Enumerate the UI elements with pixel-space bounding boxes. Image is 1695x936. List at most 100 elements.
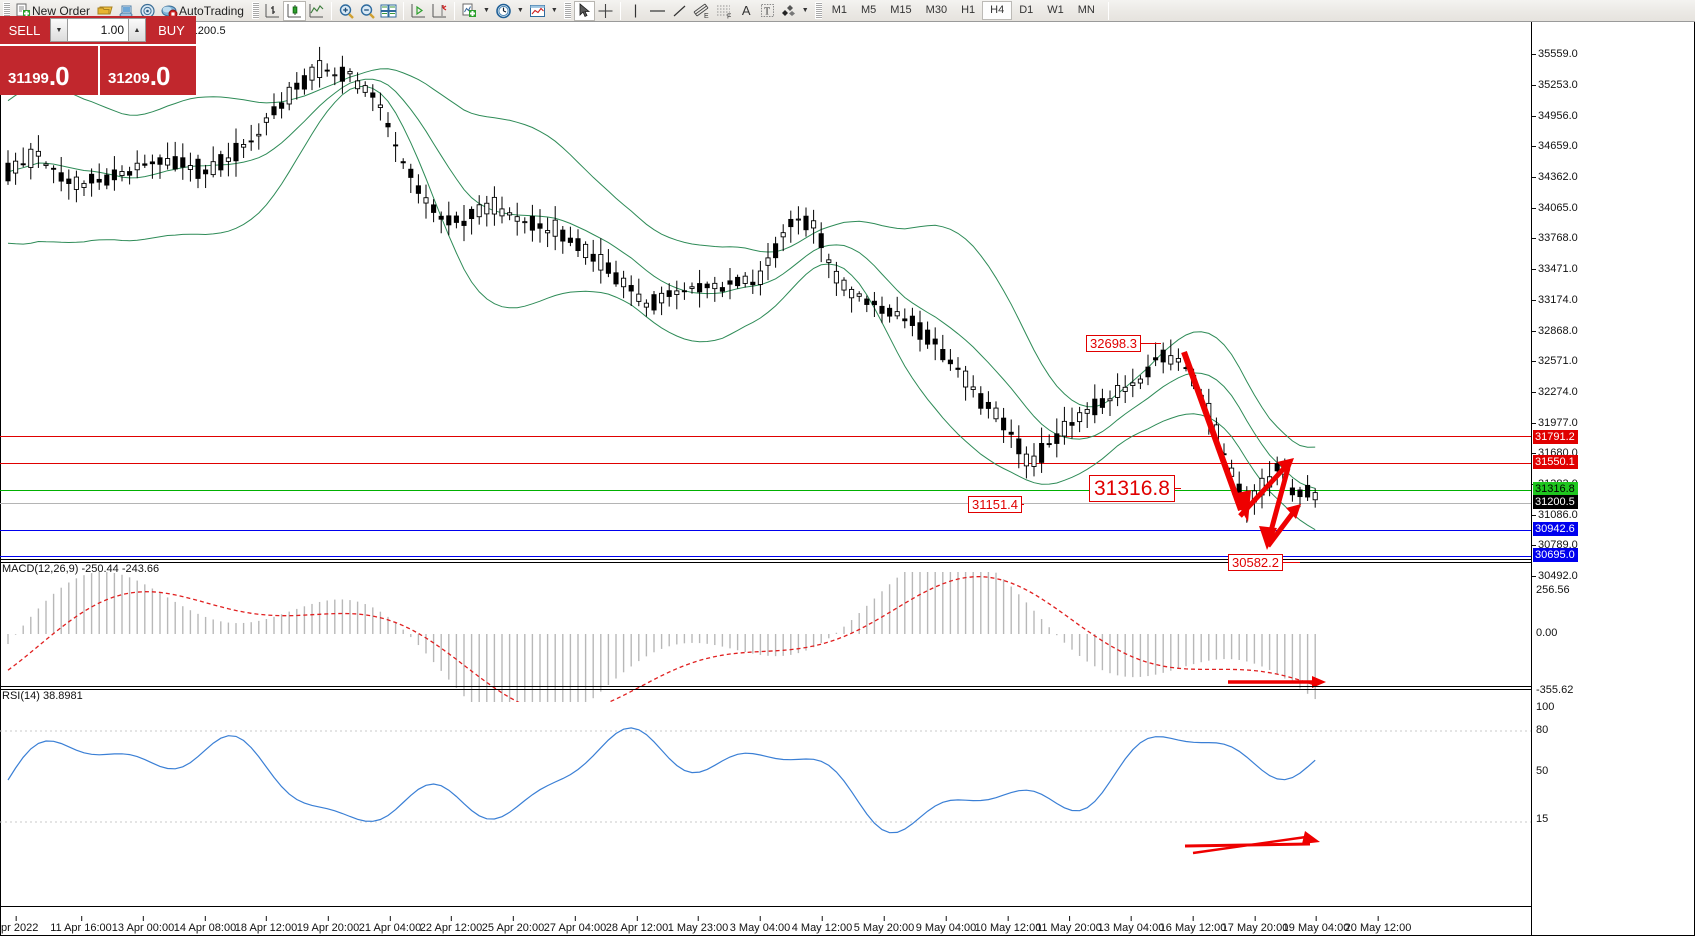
- time-tick: Apr 2022: [0, 916, 38, 934]
- pane-separator-rsi: [0, 686, 1531, 687]
- price-tick: 35253.0: [1532, 79, 1578, 91]
- new-order-button[interactable]: New Order: [13, 1, 95, 21]
- zoom-out-button[interactable]: [357, 1, 378, 21]
- templates-button[interactable]: [527, 1, 548, 21]
- one-click-trading-panel[interactable]: SELL ▼ 1.00 ▲ BUY 31199 .0 31209 .0: [0, 16, 196, 95]
- time-tick: 14 Apr 08:00: [173, 916, 237, 934]
- toolbar-grip[interactable]: [3, 2, 10, 19]
- zoom-out-icon: [360, 3, 375, 19]
- text-label-tool-button[interactable]: T: [757, 1, 778, 21]
- vertical-line-tool-button[interactable]: [625, 1, 646, 21]
- svg-text:F: F: [727, 13, 731, 19]
- trendline-tool-button[interactable]: [669, 1, 690, 21]
- toolbar-grip-3[interactable]: [563, 2, 571, 19]
- annotation-bottom-leader: [1283, 562, 1300, 563]
- price-scale[interactable]: 35559.0 35253.0 34956.0 34659.0 34362.0 34065…: [1531, 22, 1695, 936]
- annotation-high-leader: [1141, 343, 1161, 344]
- toolbar-grip-2[interactable]: [251, 2, 259, 19]
- data-window-button[interactable]: [95, 1, 116, 21]
- period-dropdown-caret[interactable]: ▼: [516, 7, 524, 14]
- timeframe-d1-button[interactable]: D1: [1019, 4, 1034, 16]
- time-tick: 13 Apr 00:00: [111, 916, 175, 934]
- equidistant-channel-tool-button[interactable]: E: [690, 1, 713, 21]
- candlestick-chart-button[interactable]: [282, 0, 306, 21]
- time-tick: 13 May 04:00: [1097, 916, 1165, 934]
- chart-shift-icon: [411, 3, 425, 17]
- buy-divider: [100, 44, 196, 46]
- toolbar-grip-4[interactable]: [814, 2, 822, 19]
- timeframe-m1-button[interactable]: M1: [831, 4, 847, 16]
- price-tick: 30492.0: [1532, 570, 1578, 582]
- horizontal-line-icon: [649, 9, 665, 12]
- time-tick: 25 Apr 20:00: [481, 916, 545, 934]
- fibonacci-tool-button[interactable]: F: [713, 1, 736, 21]
- time-tick: 1 May 23:00: [667, 916, 729, 934]
- timeframe-m5-button[interactable]: M5: [860, 4, 877, 16]
- crosshair-tool-button[interactable]: [595, 1, 616, 21]
- resistance-line-1[interactable]: [0, 436, 1531, 437]
- zoom-in-button[interactable]: [336, 1, 357, 21]
- price-tick: 33471.0: [1532, 263, 1578, 275]
- volume-input[interactable]: 1.00: [68, 18, 128, 42]
- annotation-low[interactable]: 31151.4: [968, 496, 1023, 513]
- cursor-tool-button[interactable]: [573, 0, 595, 21]
- auto-scroll-icon: [432, 3, 447, 17]
- shapes-icon: [781, 4, 795, 16]
- time-tick: 27 Apr 04:00: [543, 916, 607, 934]
- shapes-dropdown-caret[interactable]: ▼: [801, 7, 809, 14]
- support-line-green[interactable]: [0, 490, 1531, 491]
- support-line-blue-1[interactable]: [0, 530, 1531, 531]
- rsi-pane-title: RSI(14) 38.8981: [2, 690, 83, 702]
- autotrading-button[interactable]: AutoTrading: [158, 1, 249, 21]
- buy-button[interactable]: 31209 .0: [98, 44, 196, 95]
- indicator-dropdown-caret[interactable]: ▼: [482, 7, 490, 14]
- annotation-high[interactable]: 32698.3: [1086, 335, 1141, 352]
- horizontal-line-tool-button[interactable]: [646, 1, 669, 21]
- sell-divider: [0, 44, 98, 46]
- annotation-bottom[interactable]: 30582.2: [1228, 554, 1283, 571]
- resistance-line-2[interactable]: [0, 463, 1531, 464]
- time-tick: 4 May 12:00: [791, 916, 853, 934]
- macd-scale-label: 0.00: [1536, 627, 1558, 639]
- time-tick: 21 Apr 04:00: [358, 916, 422, 934]
- bar-chart-button[interactable]: [262, 1, 283, 21]
- time-tick: 19 May 04:00: [1282, 916, 1350, 934]
- templates-dropdown-caret[interactable]: ▼: [550, 7, 558, 14]
- timeframe-mn-button[interactable]: MN: [1077, 4, 1095, 16]
- grid-windows-icon: [380, 4, 397, 17]
- sell-price-main: 31199: [8, 70, 49, 87]
- shapes-tool-button[interactable]: [778, 1, 799, 21]
- price-tick: 34659.0: [1532, 140, 1578, 152]
- chart-area[interactable]: DJ30-,H4 30976.5 31225.5 30586.5 31200.5…: [0, 22, 1695, 936]
- price-tick: 34065.0: [1532, 202, 1578, 214]
- autotrading-icon: [161, 5, 178, 18]
- annotation-target[interactable]: 31316.8: [1089, 475, 1175, 502]
- text-tool-button[interactable]: A: [736, 1, 757, 21]
- sell-button[interactable]: 31199 .0: [0, 44, 98, 95]
- timeframe-w1-button[interactable]: W1: [1047, 4, 1064, 16]
- support-line-blue-2[interactable]: [0, 556, 1531, 557]
- tile-windows-button[interactable]: [378, 1, 399, 21]
- timeframe-h4-button[interactable]: H4: [982, 1, 1013, 20]
- price-tick: 34956.0: [1532, 110, 1578, 122]
- svg-text:T: T: [764, 7, 770, 18]
- volume-increase-button[interactable]: ▲: [128, 18, 146, 42]
- time-tick: 11 May 20:00: [1036, 916, 1102, 934]
- add-indicator-button[interactable]: [459, 1, 480, 21]
- timeframe-m15-button[interactable]: M15: [890, 4, 912, 16]
- time-tick: 9 May 04:00: [915, 916, 977, 934]
- volume-stepper[interactable]: ▼ 1.00 ▲: [49, 16, 147, 44]
- price-badge: 31316.8: [1533, 482, 1578, 496]
- price-tick: 33174.0: [1532, 294, 1578, 306]
- auto-scroll-button[interactable]: [429, 1, 450, 21]
- timeframe-h1-button[interactable]: H1: [961, 4, 976, 16]
- timeframe-m30-button[interactable]: M30: [925, 4, 948, 16]
- svg-text:E: E: [704, 13, 709, 19]
- line-chart-button[interactable]: [306, 1, 327, 21]
- current-price-line[interactable]: [0, 503, 1531, 504]
- period-button[interactable]: [493, 1, 514, 21]
- time-tick: 20 May 12:00: [1344, 916, 1412, 934]
- shift-end-button[interactable]: [408, 1, 429, 21]
- volume-decrease-button[interactable]: ▼: [50, 18, 68, 42]
